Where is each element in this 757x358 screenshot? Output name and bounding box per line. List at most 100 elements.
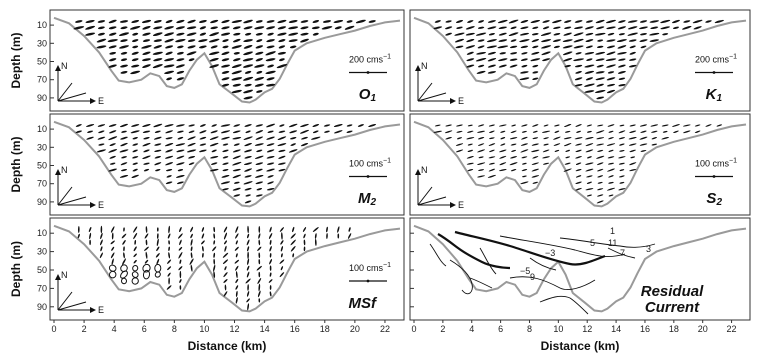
residual-contour	[454, 230, 606, 266]
ellipse-mark	[188, 124, 195, 127]
ellipse-mark	[256, 39, 263, 43]
ellipse-mark	[553, 32, 561, 36]
ellipse-mark	[521, 156, 528, 159]
ellipse-mark	[278, 130, 286, 133]
ellipse-mark	[73, 26, 85, 30]
ellipse-mark	[175, 64, 185, 68]
ellipse-mark	[337, 226, 340, 233]
residual-contour	[437, 233, 511, 270]
ellipse-mark	[177, 233, 183, 239]
panel-3: N E 100 cms−1 S2	[409, 113, 751, 216]
ellipse-mark	[596, 162, 604, 166]
bottom-profile-line	[413, 16, 747, 104]
ellipse-mark	[210, 45, 218, 49]
ellipse-mark	[108, 32, 117, 36]
ellipse-mark	[267, 32, 274, 36]
ellipse-mark	[254, 64, 265, 68]
ellipse-mark	[433, 130, 443, 133]
ellipse-mark	[629, 149, 636, 153]
ellipse-mark	[488, 32, 495, 36]
ellipse-mark	[142, 130, 151, 133]
y-axis-label: Depth (m)	[9, 241, 23, 297]
ellipse-mark	[186, 26, 197, 30]
ellipse-mark	[649, 20, 660, 23]
ellipse-mark	[311, 136, 321, 140]
north-label: N	[61, 270, 68, 280]
ellipse-mark	[607, 168, 615, 172]
ellipse-mark	[86, 124, 95, 127]
ellipse-mark	[221, 70, 230, 74]
ellipse-mark	[111, 246, 115, 251]
ellipse-mark	[277, 143, 287, 147]
ellipse-mark	[224, 240, 227, 245]
ellipse-mark	[142, 39, 151, 43]
ellipse-mark	[540, 32, 552, 36]
panel-label-2: Current	[645, 299, 700, 316]
ellipse-mark	[630, 156, 636, 159]
ellipse-mark	[466, 39, 475, 43]
ellipse-mark	[222, 259, 229, 265]
panel-5: 1 3 5 7 9 11 −3 −5 0 2 4 6 8 10 12 14 16 18 20 22 ResidualCu…	[409, 217, 751, 334]
ellipse-mark	[584, 52, 595, 55]
ellipse-mark	[266, 168, 275, 172]
ellipse-mark	[279, 259, 285, 264]
ellipse-mark	[97, 26, 105, 30]
ellipse-mark	[347, 233, 352, 239]
ellipse-mark	[487, 51, 496, 55]
ellipse-mark	[265, 70, 276, 75]
ellipse-mark	[165, 155, 174, 159]
ellipse-mark	[511, 149, 516, 152]
ellipse-mark	[108, 136, 118, 141]
contour-label: −5	[520, 266, 530, 276]
panel-marks	[73, 19, 376, 100]
ellipse-mark	[357, 124, 364, 127]
ellipse-mark	[532, 137, 539, 140]
ellipse-mark	[508, 19, 519, 24]
ellipse-mark	[244, 155, 252, 159]
ellipse-mark	[278, 155, 286, 159]
depth-tick-label: 90	[37, 302, 47, 312]
ellipse-mark	[258, 226, 261, 233]
ellipse-mark	[553, 45, 560, 49]
ellipse-mark	[221, 51, 230, 56]
ellipse-mark	[312, 19, 320, 24]
ellipse-mark	[107, 39, 118, 43]
ellipse-mark	[213, 264, 216, 272]
panel-marks: 1 3 5 7 9 11 −3 −5	[429, 226, 656, 315]
ellipse-mark	[243, 51, 254, 56]
ellipse-mark	[199, 45, 207, 49]
ellipse-mark	[497, 19, 508, 24]
ellipse-mark	[186, 51, 197, 56]
ellipse-mark	[576, 130, 581, 133]
panel-frame	[49, 113, 405, 216]
ellipse-mark	[542, 156, 550, 159]
ellipse-mark	[586, 194, 592, 197]
ellipse-mark	[143, 162, 150, 165]
residual-contour	[469, 277, 493, 289]
ellipse-mark	[563, 32, 572, 36]
ellipse-mark	[235, 285, 239, 290]
ellipse-mark	[616, 39, 627, 43]
ellipse-mark	[639, 39, 648, 42]
panel-marks	[433, 19, 724, 100]
ellipse-mark	[131, 271, 139, 278]
ellipse-mark	[220, 32, 231, 36]
ellipse-mark	[153, 123, 163, 128]
ellipse-mark	[123, 252, 125, 259]
ellipse-mark	[542, 162, 550, 165]
ellipse-mark	[521, 169, 528, 172]
depth-tick-label: 90	[37, 93, 47, 103]
ellipse-mark	[488, 124, 495, 127]
ellipse-mark	[254, 77, 265, 81]
ellipse-mark	[279, 124, 285, 127]
ellipse-mark	[500, 137, 506, 140]
ellipse-mark	[445, 26, 453, 30]
ellipse-mark	[244, 143, 252, 147]
distance-tick-label: 6	[142, 324, 147, 334]
ellipse-mark	[199, 149, 207, 153]
ellipse-mark	[542, 149, 550, 153]
ellipse-mark	[255, 136, 264, 140]
panel-4: 10 30 50 70 90 0 2 4 6 8 10 12 14 16 18 20 22 N E 100 cms−1…	[37, 217, 405, 334]
east-label: E	[98, 200, 104, 210]
